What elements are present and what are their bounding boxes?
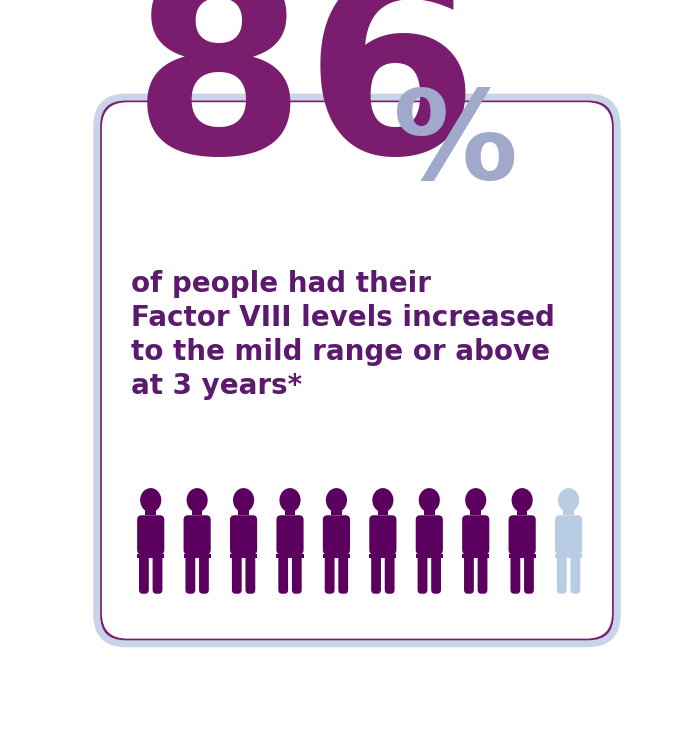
FancyBboxPatch shape [417, 555, 427, 594]
FancyBboxPatch shape [369, 515, 396, 555]
Ellipse shape [419, 488, 440, 512]
Bar [276, 553, 304, 558]
Bar [555, 553, 582, 558]
Bar [137, 553, 164, 558]
FancyBboxPatch shape [199, 555, 209, 594]
FancyBboxPatch shape [279, 555, 288, 594]
FancyBboxPatch shape [464, 555, 474, 594]
FancyBboxPatch shape [153, 555, 163, 594]
FancyBboxPatch shape [323, 515, 350, 555]
Ellipse shape [326, 488, 347, 512]
FancyBboxPatch shape [100, 100, 614, 640]
FancyBboxPatch shape [339, 555, 348, 594]
Ellipse shape [279, 488, 301, 512]
Bar [563, 500, 574, 515]
Text: %: % [393, 84, 519, 205]
FancyBboxPatch shape [570, 555, 580, 594]
Bar [369, 553, 396, 558]
FancyBboxPatch shape [232, 555, 242, 594]
FancyBboxPatch shape [510, 555, 520, 594]
Bar [462, 553, 489, 558]
FancyBboxPatch shape [509, 515, 536, 555]
FancyBboxPatch shape [325, 555, 334, 594]
Bar [331, 500, 342, 515]
Ellipse shape [558, 488, 579, 512]
Bar [416, 553, 443, 558]
FancyBboxPatch shape [416, 515, 443, 555]
Bar [285, 500, 295, 515]
Text: Factor VIII levels increased: Factor VIII levels increased [131, 305, 555, 332]
FancyBboxPatch shape [557, 555, 567, 594]
Bar [509, 553, 536, 558]
FancyBboxPatch shape [462, 515, 489, 555]
FancyBboxPatch shape [139, 555, 149, 594]
Ellipse shape [512, 488, 533, 512]
FancyBboxPatch shape [524, 555, 534, 594]
Bar [323, 553, 350, 558]
Bar [238, 500, 249, 515]
Bar [517, 500, 528, 515]
Ellipse shape [233, 488, 254, 512]
FancyBboxPatch shape [186, 555, 195, 594]
Bar [184, 553, 211, 558]
Ellipse shape [372, 488, 394, 512]
Ellipse shape [186, 488, 208, 512]
FancyBboxPatch shape [246, 555, 255, 594]
Text: at 3 years*: at 3 years* [131, 372, 302, 400]
Bar [470, 500, 481, 515]
Bar [192, 500, 202, 515]
FancyBboxPatch shape [292, 555, 302, 594]
Ellipse shape [465, 488, 487, 512]
FancyBboxPatch shape [385, 555, 394, 594]
Bar [145, 500, 156, 515]
Text: of people had their: of people had their [131, 270, 431, 299]
Bar [230, 553, 257, 558]
FancyBboxPatch shape [137, 515, 164, 555]
FancyBboxPatch shape [555, 515, 582, 555]
FancyBboxPatch shape [184, 515, 211, 555]
Ellipse shape [140, 488, 161, 512]
FancyBboxPatch shape [431, 555, 441, 594]
FancyBboxPatch shape [371, 555, 381, 594]
FancyBboxPatch shape [276, 515, 304, 555]
Text: to the mild range or above: to the mild range or above [131, 338, 550, 366]
Bar [424, 500, 435, 515]
FancyBboxPatch shape [477, 555, 487, 594]
Text: 86: 86 [131, 0, 479, 205]
FancyBboxPatch shape [230, 515, 257, 555]
Bar [378, 500, 388, 515]
